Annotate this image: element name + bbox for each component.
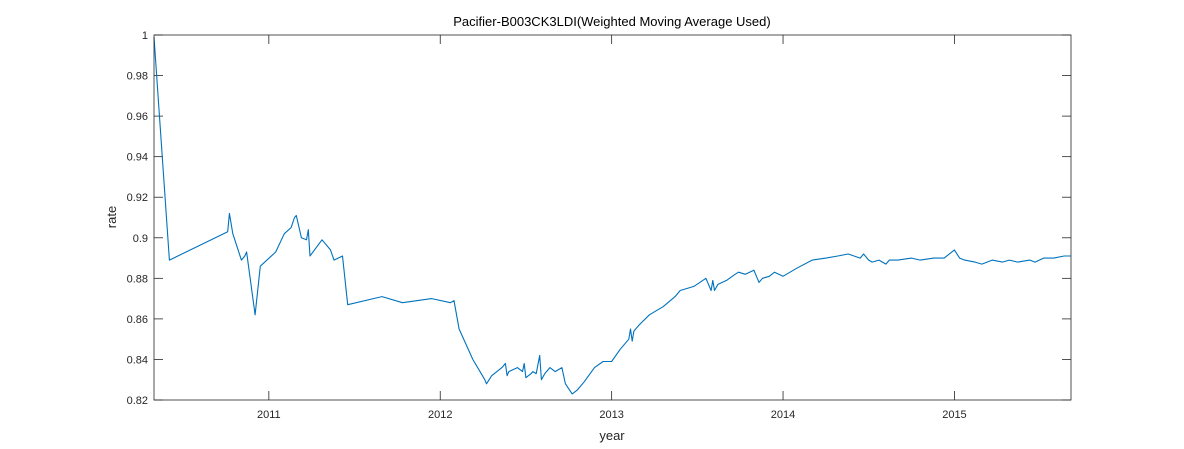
y-tick-label: 0.96 [127, 111, 148, 123]
chart-title: Pacifier-B003CK3LDI(Weighted Moving Aver… [453, 14, 770, 29]
y-tick-label: 0.84 [127, 354, 148, 366]
y-tick-label: 0.98 [127, 71, 148, 83]
axes: 0.82 0.84 0.86 0.88 0.9 0.92 0.94 0.96 0.98 1 2011… [127, 30, 1071, 421]
x-tick-label: 2013 [599, 409, 623, 421]
x-tick-label: 2014 [771, 409, 795, 421]
y-axis-label: rate [104, 206, 119, 228]
y-tick-label: 0.92 [127, 192, 148, 204]
x-axis-label: year [599, 428, 625, 443]
y-tick-label: 0.82 [127, 395, 148, 407]
x-tick-label: 2012 [428, 409, 452, 421]
y-tick-label: 1 [142, 30, 148, 42]
x-tick-label: 2011 [257, 409, 281, 421]
y-tick-label: 0.94 [127, 152, 148, 164]
plot-area-frame [153, 34, 1072, 401]
series-line [153, 36, 1071, 395]
y-tick-label: 0.86 [127, 314, 148, 326]
y-tick-label: 0.9 [133, 233, 148, 245]
y-tick-label: 0.88 [127, 273, 148, 285]
x-tick-label: 2015 [942, 409, 966, 421]
